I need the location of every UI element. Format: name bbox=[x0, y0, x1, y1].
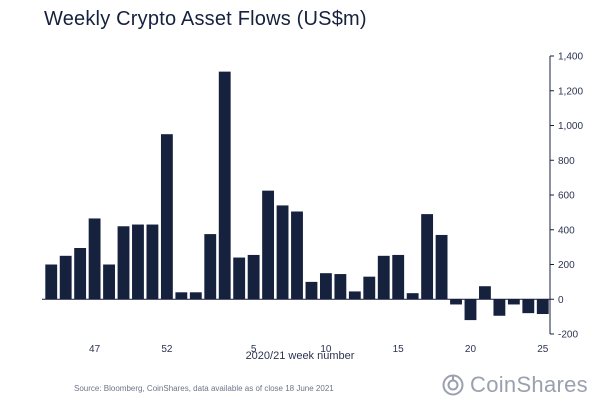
x-axis-ticks: 47 52 5 10 15 20 25 bbox=[89, 344, 549, 355]
bar-week-10 bbox=[319, 273, 332, 300]
bar-week-23 bbox=[507, 299, 520, 305]
bar-week-8 bbox=[291, 211, 303, 300]
bar-week-15 bbox=[392, 254, 405, 300]
y-tick-label: 400 bbox=[558, 225, 575, 236]
bar-week-45 bbox=[59, 255, 72, 300]
source-note: Source: Bloomberg, CoinShares, data avai… bbox=[74, 384, 334, 393]
bar-week-52 bbox=[160, 134, 173, 300]
bar-week-7 bbox=[276, 205, 289, 300]
bar-week-48 bbox=[103, 264, 115, 300]
bar-week-50 bbox=[132, 224, 144, 300]
x-tick-label: 47 bbox=[89, 344, 101, 355]
coinshares-logo-icon bbox=[442, 374, 464, 396]
bar-week-3 bbox=[218, 71, 231, 300]
bar-week-17 bbox=[421, 214, 434, 300]
chart-title: Weekly Crypto Asset Flows (US$m) bbox=[44, 8, 367, 30]
bar-week-47 bbox=[88, 218, 101, 300]
brand-name: CoinShares bbox=[470, 372, 588, 397]
bar-week-44 bbox=[45, 264, 58, 300]
bar-week-16 bbox=[406, 293, 419, 300]
y-axis-ticks: -200 0 200 400 600 800 1,000 1,200 1,400 bbox=[550, 52, 583, 341]
y-tick-label: 0 bbox=[558, 295, 564, 306]
y-tick-label: 1,000 bbox=[558, 121, 583, 132]
bar-week-21 bbox=[479, 286, 491, 300]
bar-week-1 bbox=[189, 292, 202, 300]
bar-week-22 bbox=[493, 299, 506, 316]
bar-week-46 bbox=[74, 247, 87, 300]
bar-week-9 bbox=[305, 281, 318, 300]
bar-week-25 bbox=[536, 299, 549, 315]
bar-week-19 bbox=[450, 299, 462, 305]
x-tick-label: 20 bbox=[465, 344, 477, 355]
bar-week-20 bbox=[464, 299, 477, 321]
bar-week-53 bbox=[175, 292, 188, 300]
bar-week-6 bbox=[262, 190, 275, 300]
bar-week-2 bbox=[204, 234, 217, 300]
bar-week-12 bbox=[348, 291, 361, 300]
bar-week-49 bbox=[117, 226, 130, 300]
bar-week-13 bbox=[363, 276, 376, 300]
y-tick-label: 200 bbox=[558, 260, 575, 271]
x-tick-label: 15 bbox=[393, 344, 405, 355]
bar-week-4 bbox=[233, 257, 246, 300]
y-tick-label: 1,200 bbox=[558, 86, 583, 97]
x-tick-label: 25 bbox=[537, 344, 549, 355]
x-tick-label: 52 bbox=[161, 344, 173, 355]
bar-week-11 bbox=[334, 274, 347, 300]
y-tick-label: 600 bbox=[558, 191, 575, 202]
y-tick-label: -200 bbox=[558, 330, 578, 341]
x-tick-label: 10 bbox=[320, 344, 332, 355]
bar-week-18 bbox=[435, 234, 448, 300]
x-tick-label: 5 bbox=[251, 344, 257, 355]
bar-week-5 bbox=[247, 254, 260, 300]
bar-week-24 bbox=[522, 299, 535, 314]
y-tick-label: 1,400 bbox=[558, 52, 583, 63]
x-axis-title: 2020/21 week number bbox=[245, 350, 355, 362]
bar-week-51 bbox=[146, 224, 159, 300]
y-tick-label: 800 bbox=[558, 156, 575, 167]
bars-group bbox=[45, 71, 549, 321]
bar-week-14 bbox=[377, 255, 390, 300]
coinshares-logo: CoinShares bbox=[442, 372, 588, 398]
